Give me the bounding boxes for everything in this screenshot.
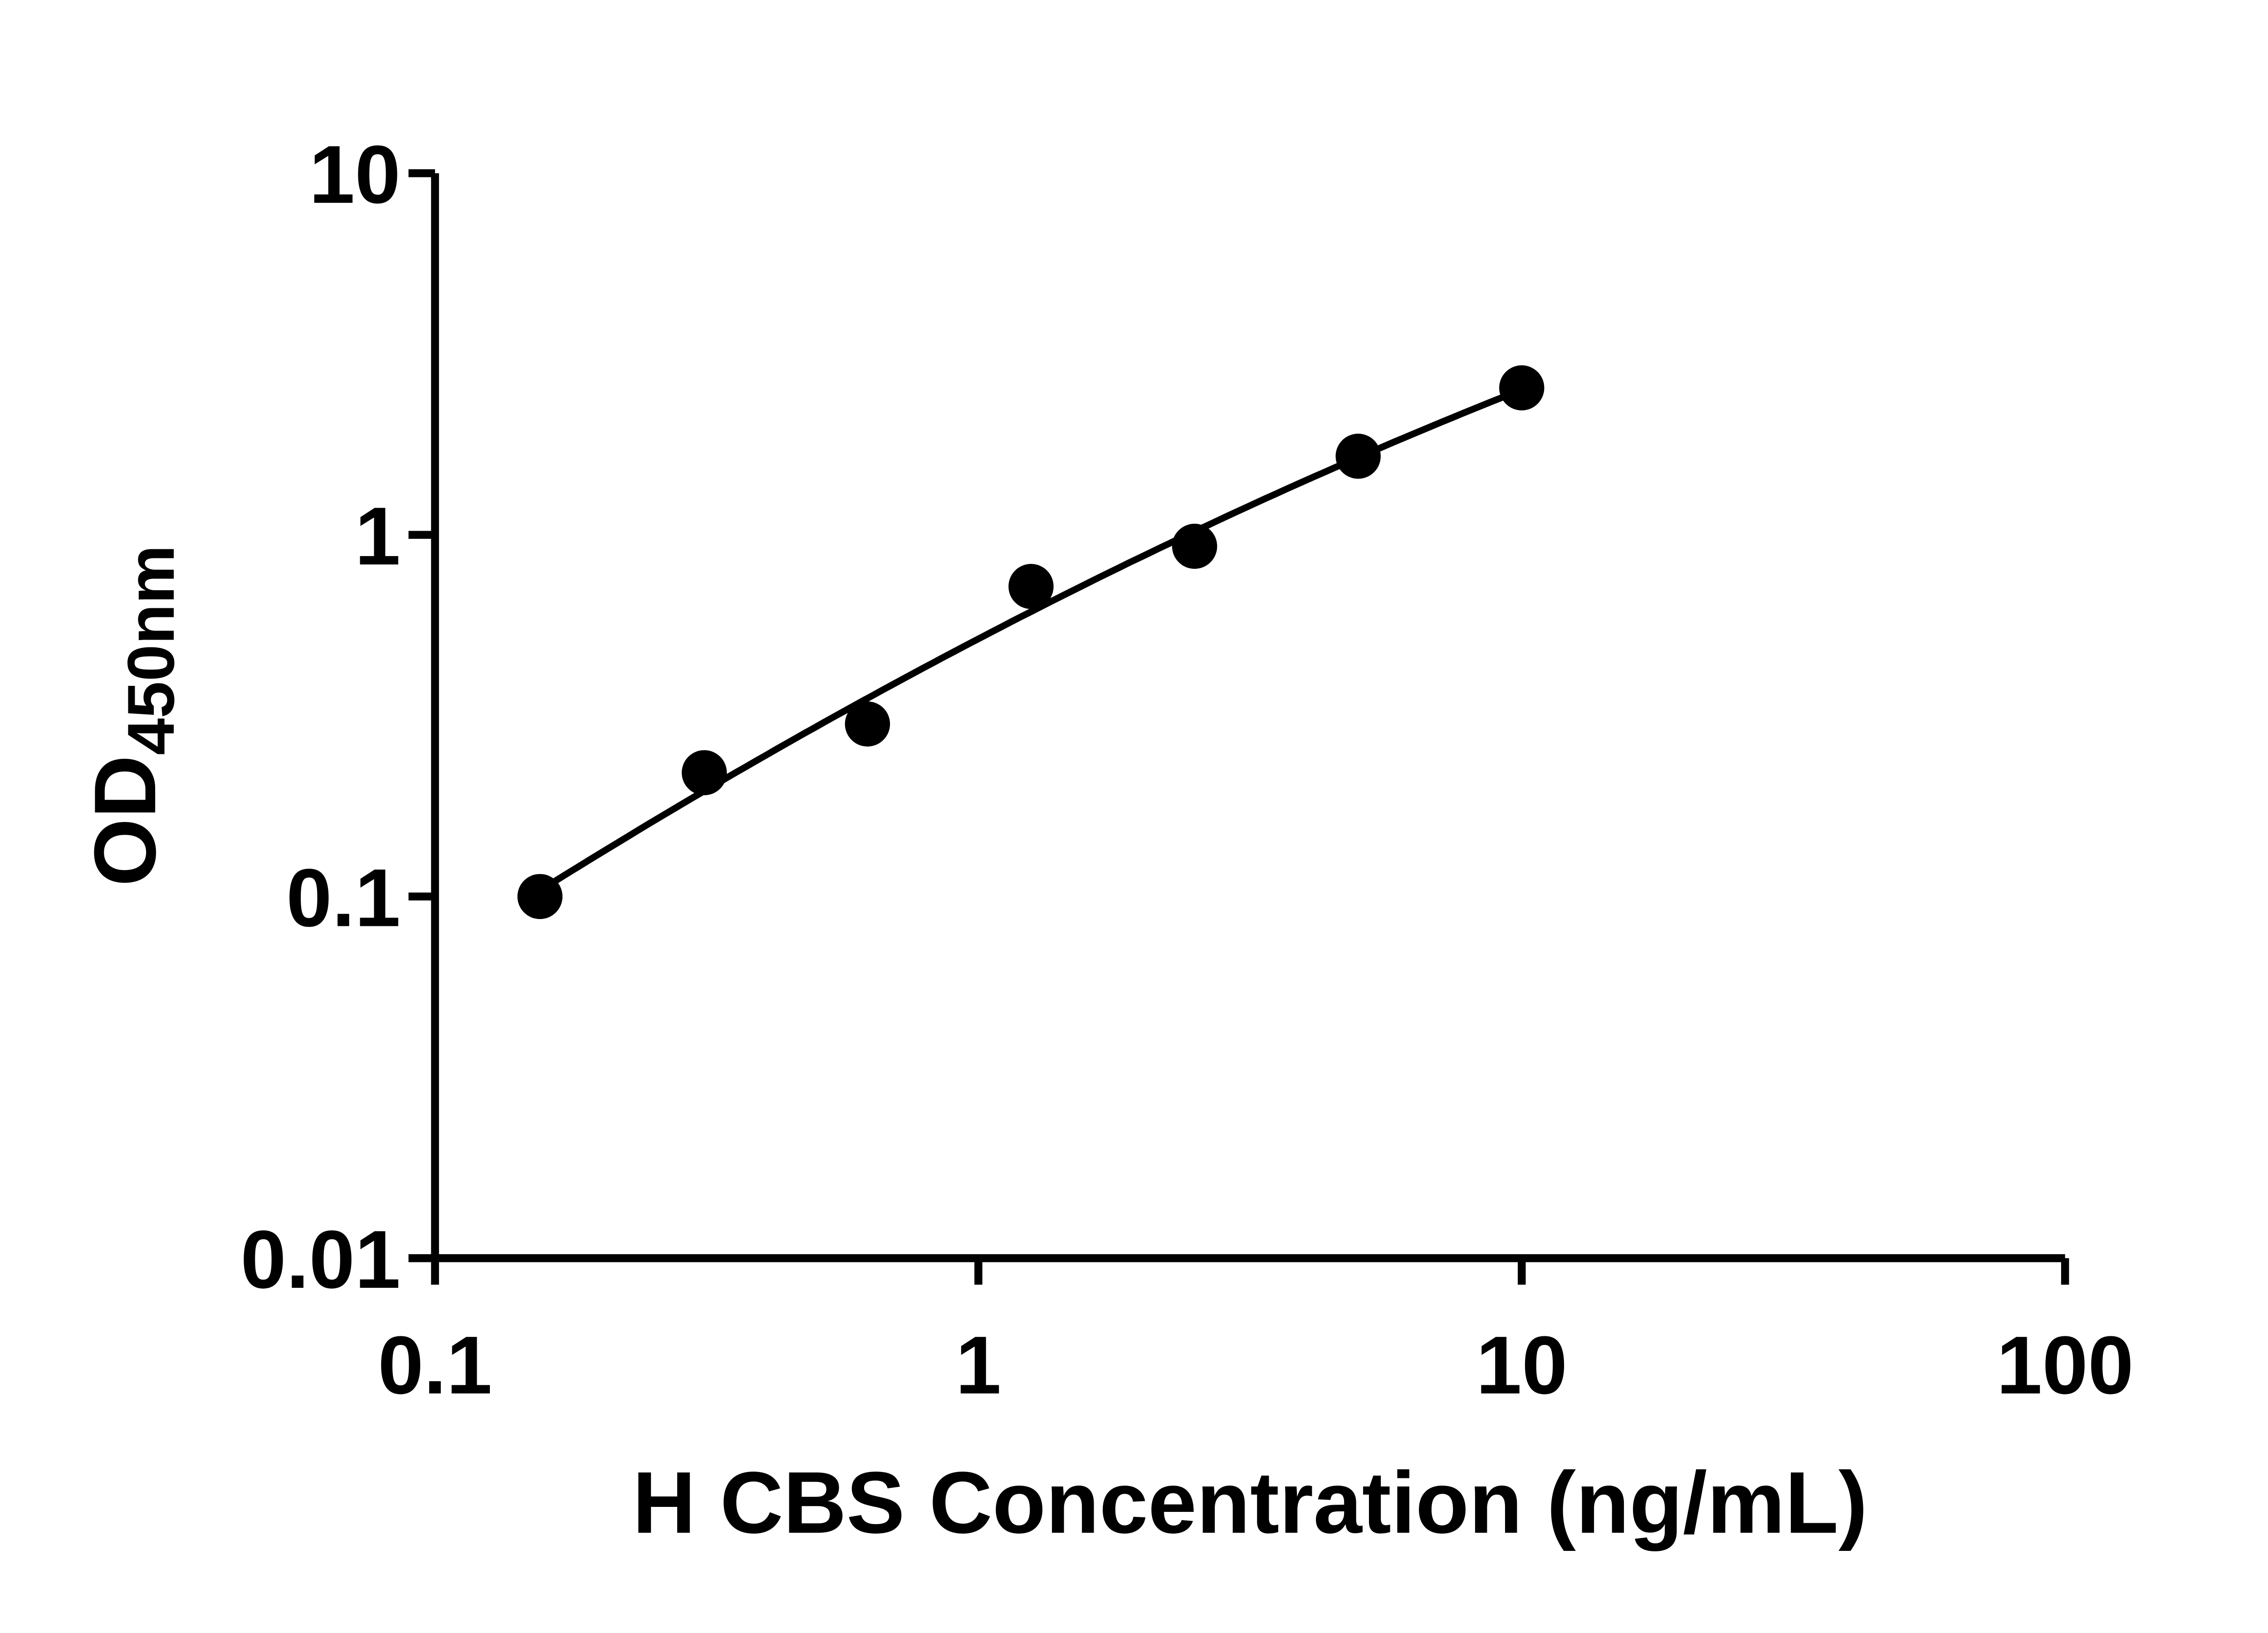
y-axis-tick-labels: 0.01 0.1 1 10 (240, 129, 401, 1305)
y-tick-label: 1 (355, 490, 401, 582)
data-point (681, 750, 727, 796)
y-tick-label: 10 (309, 129, 401, 220)
x-axis-title: H CBS Concentration (ng/mL) (632, 1453, 1867, 1551)
data-point (1335, 434, 1381, 479)
x-tick-label: 1 (956, 1320, 1002, 1411)
data-point (517, 874, 563, 919)
y-axis-title: OD450nm (76, 545, 188, 886)
data-point (1499, 365, 1545, 411)
x-axis-tick-labels: 0.1 1 10 100 (378, 1320, 2134, 1411)
data-point (1172, 523, 1217, 569)
y-axis-title-main: OD (76, 755, 174, 886)
y-axis-title-subscript: 450nm (114, 545, 188, 755)
x-tick-label: 100 (1996, 1320, 2133, 1411)
x-tick-label: 0.1 (378, 1320, 492, 1411)
x-tick-label: 10 (1476, 1320, 1568, 1411)
x-axis-ticks (431, 1258, 2069, 1285)
axes (431, 173, 2065, 1262)
y-tick-label: 0.01 (240, 1214, 401, 1305)
data-points (517, 365, 1545, 919)
y-tick-label: 0.1 (286, 852, 401, 944)
data-point (1008, 564, 1054, 609)
data-point (845, 701, 890, 747)
y-axis-ticks (408, 169, 435, 1262)
